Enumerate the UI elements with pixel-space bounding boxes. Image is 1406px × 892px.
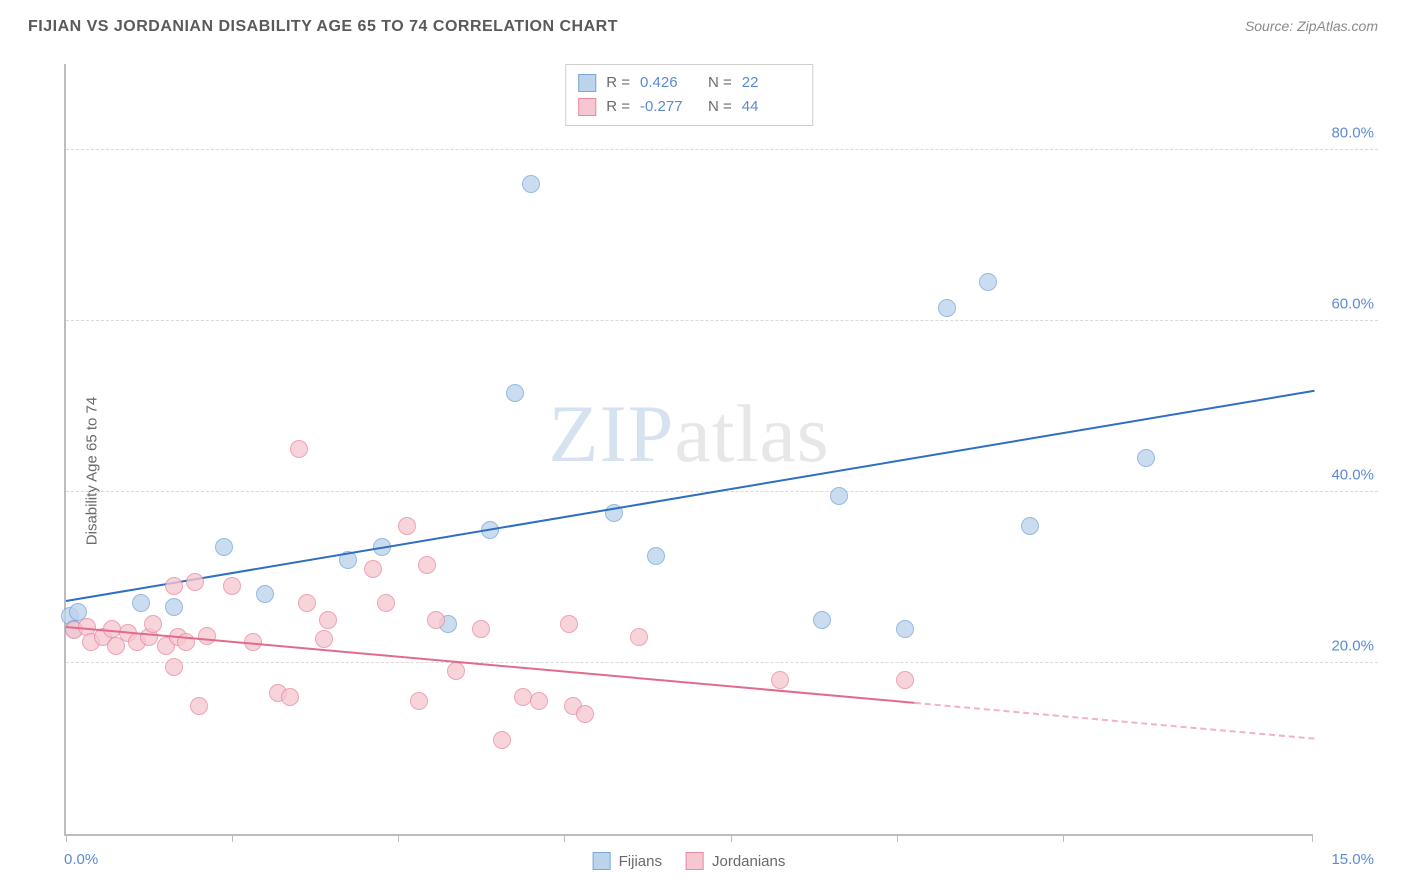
gridline-h xyxy=(66,320,1378,321)
chart-container: Disability Age 65 to 74 ZIPatlas R =0.42… xyxy=(28,50,1378,892)
legend-swatch xyxy=(578,98,596,116)
chart-title: FIJIAN VS JORDANIAN DISABILITY AGE 65 TO… xyxy=(28,18,618,36)
data-point xyxy=(896,671,914,689)
data-point xyxy=(493,731,511,749)
data-point xyxy=(186,573,204,591)
data-point xyxy=(132,594,150,612)
chart-header: FIJIAN VS JORDANIAN DISABILITY AGE 65 TO… xyxy=(0,0,1406,46)
xtick xyxy=(232,834,233,842)
data-point xyxy=(165,598,183,616)
r-value: -0.277 xyxy=(640,95,698,119)
data-point xyxy=(530,692,548,710)
data-point xyxy=(522,175,540,193)
gridline-h xyxy=(66,662,1378,663)
watermark: ZIPatlas xyxy=(548,387,829,481)
trend-line-dashed xyxy=(915,702,1315,740)
data-point xyxy=(215,538,233,556)
legend-item: Fijians xyxy=(593,852,662,870)
r-value: 0.426 xyxy=(640,71,698,95)
xtick xyxy=(731,834,732,842)
stats-legend-row: R = -0.277 N = 44 xyxy=(578,95,800,119)
data-point xyxy=(813,611,831,629)
trend-line xyxy=(66,626,915,704)
data-point xyxy=(298,594,316,612)
xtick xyxy=(398,834,399,842)
trend-line xyxy=(66,390,1314,602)
data-point xyxy=(506,384,524,402)
data-point xyxy=(447,662,465,680)
data-point xyxy=(144,615,162,633)
chart-source: Source: ZipAtlas.com xyxy=(1245,18,1378,34)
xtick xyxy=(564,834,565,842)
legend-item: Jordanians xyxy=(686,852,785,870)
legend-label: Fijians xyxy=(619,853,662,870)
data-point xyxy=(427,611,445,629)
data-point xyxy=(576,705,594,723)
xtick-label-max: 15.0% xyxy=(1331,851,1374,868)
data-point xyxy=(177,633,195,651)
ytick-label: 20.0% xyxy=(1331,637,1374,654)
data-point xyxy=(1021,517,1039,535)
data-point xyxy=(630,628,648,646)
data-point xyxy=(198,627,216,645)
data-point xyxy=(398,517,416,535)
data-point xyxy=(319,611,337,629)
plot-area: ZIPatlas R =0.426N =22R =-0.277N =44 Fij… xyxy=(64,64,1312,836)
data-point xyxy=(647,547,665,565)
xtick-label-min: 0.0% xyxy=(64,851,98,868)
data-point xyxy=(979,273,997,291)
data-point xyxy=(190,697,208,715)
data-point xyxy=(830,487,848,505)
n-value: 22 xyxy=(742,71,800,95)
data-point xyxy=(514,688,532,706)
data-point xyxy=(410,692,428,710)
legend-swatch xyxy=(686,852,704,870)
legend-label: Jordanians xyxy=(712,853,785,870)
ytick-label: 80.0% xyxy=(1331,124,1374,141)
data-point xyxy=(165,577,183,595)
source-link[interactable]: ZipAtlas.com xyxy=(1297,18,1378,34)
xtick xyxy=(1063,834,1064,842)
data-point xyxy=(560,615,578,633)
data-point xyxy=(938,299,956,317)
n-value: 44 xyxy=(742,95,800,119)
data-point xyxy=(896,620,914,638)
series-legend: Fijians Jordanians xyxy=(593,852,786,870)
legend-swatch xyxy=(578,74,596,92)
r-label: R = xyxy=(606,95,630,119)
data-point xyxy=(377,594,395,612)
stats-legend: R = 0.426 N = 22 R = -0.277 N = 44 xyxy=(565,64,813,126)
data-point xyxy=(223,577,241,595)
data-point xyxy=(315,630,333,648)
data-point xyxy=(165,658,183,676)
source-prefix: Source: xyxy=(1245,18,1297,34)
ytick-label: 60.0% xyxy=(1331,295,1374,312)
data-point xyxy=(364,560,382,578)
xtick xyxy=(897,834,898,842)
xtick xyxy=(1312,834,1313,842)
ytick-label: 40.0% xyxy=(1331,466,1374,483)
data-point xyxy=(771,671,789,689)
n-label: N = xyxy=(708,95,732,119)
r-label: R = xyxy=(606,71,630,95)
legend-swatch xyxy=(593,852,611,870)
n-label: N = xyxy=(708,71,732,95)
data-point xyxy=(256,585,274,603)
data-point xyxy=(472,620,490,638)
data-point xyxy=(418,556,436,574)
data-point xyxy=(281,688,299,706)
gridline-h xyxy=(66,149,1378,150)
data-point xyxy=(1137,449,1155,467)
xtick xyxy=(66,834,67,842)
data-point xyxy=(290,440,308,458)
stats-legend-row: R = 0.426 N = 22 xyxy=(578,71,800,95)
